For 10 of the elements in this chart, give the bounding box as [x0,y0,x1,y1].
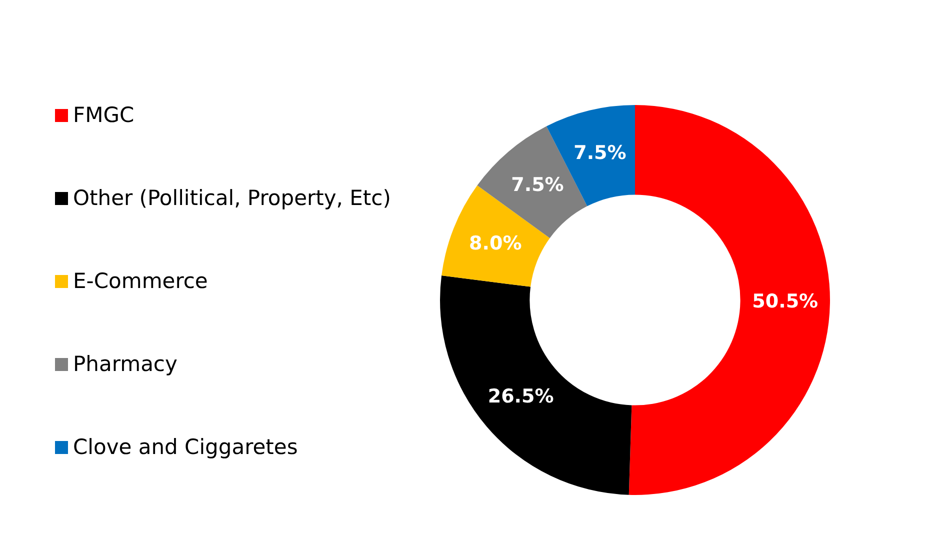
legend-label: Other (Pollitical, Property, Etc) [73,186,391,210]
data-label: 26.5% [488,385,554,408]
data-label: 8.0% [469,232,522,255]
data-label: 7.5% [511,174,564,196]
legend-label: Clove and Ciggaretes [73,435,298,459]
data-label: 50.5% [752,290,818,312]
legend-label: E-Commerce [73,269,208,293]
legend-label: Pharmacy [73,352,178,376]
legend-label: FMGC [73,103,134,127]
data-label: 7.5% [574,142,626,164]
